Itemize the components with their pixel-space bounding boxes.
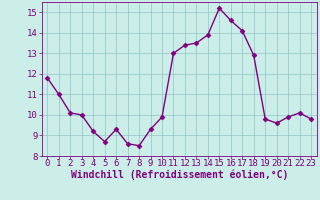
X-axis label: Windchill (Refroidissement éolien,°C): Windchill (Refroidissement éolien,°C) [70,169,288,180]
